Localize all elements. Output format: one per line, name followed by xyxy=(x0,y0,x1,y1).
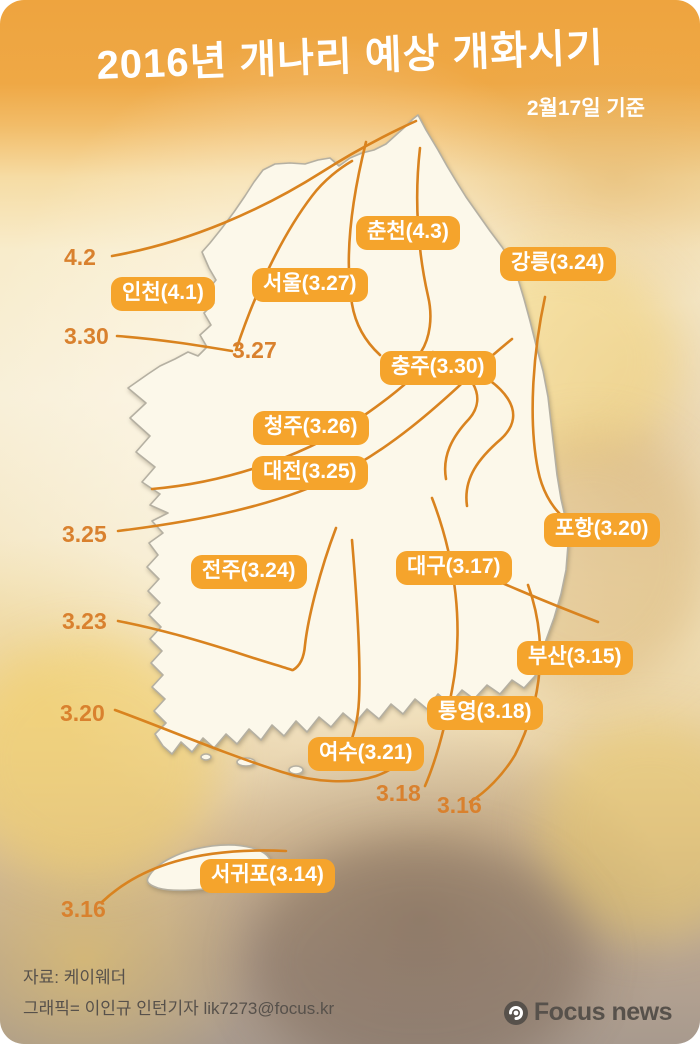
city-badge: 충주(3.30) xyxy=(380,351,496,386)
city-badge: 전주(3.24) xyxy=(191,555,307,590)
contour-line xyxy=(468,583,542,804)
contour-value-label: 4.2 xyxy=(64,244,96,270)
footer-source: 자료: 케이웨더 xyxy=(23,968,127,987)
focusnews-logo-text: Focus news xyxy=(533,998,673,1026)
contour-value-label: 3.20 xyxy=(60,700,105,726)
contour-value-label: 3.27 xyxy=(232,337,277,363)
city-badge: 강릉(3.24) xyxy=(500,247,616,282)
contour-value-label: 3.16 xyxy=(437,792,482,818)
city-badge: 서울(3.27) xyxy=(252,268,368,303)
contour-line xyxy=(116,619,294,672)
footer-credit: 그래픽= 이인규 인턴기자 lik7273@focus.kr xyxy=(23,999,335,1018)
city-badge: 서귀포(3.14) xyxy=(200,859,335,894)
contour-line xyxy=(115,334,234,353)
contour-line xyxy=(291,526,338,672)
contour-line xyxy=(531,295,562,516)
contour-value-label: 3.25 xyxy=(62,521,107,547)
contour-line xyxy=(100,849,288,904)
reference-date: 2월17일 기준 xyxy=(526,97,645,120)
contour-value-label: 3.30 xyxy=(64,323,109,349)
focusnews-logo: Focus news xyxy=(503,998,673,1027)
small-island xyxy=(288,765,304,775)
city-badge: 통영(3.18) xyxy=(427,696,543,731)
city-badge: 대전(3.25) xyxy=(252,456,368,491)
city-badge: 포항(3.20) xyxy=(544,513,660,548)
contour-line xyxy=(342,538,361,759)
city-badge: 부산(3.15) xyxy=(517,641,633,676)
contour-line xyxy=(234,159,354,352)
city-badge: 청주(3.26) xyxy=(253,411,369,446)
contour-line xyxy=(415,146,432,354)
contour-value-label: 3.18 xyxy=(376,780,421,806)
contour-line xyxy=(110,119,418,258)
city-badge: 인천(4.1) xyxy=(111,277,215,312)
focusnews-logo-icon xyxy=(503,1000,528,1025)
contour-line xyxy=(423,496,459,788)
city-badge: 춘천(4.3) xyxy=(356,216,460,251)
city-badge: 여수(3.21) xyxy=(308,737,424,772)
contour-value-label: 3.23 xyxy=(62,608,107,634)
city-badge: 대구(3.17) xyxy=(396,551,512,586)
contour-value-label: 3.16 xyxy=(61,896,106,922)
small-island xyxy=(200,753,212,761)
